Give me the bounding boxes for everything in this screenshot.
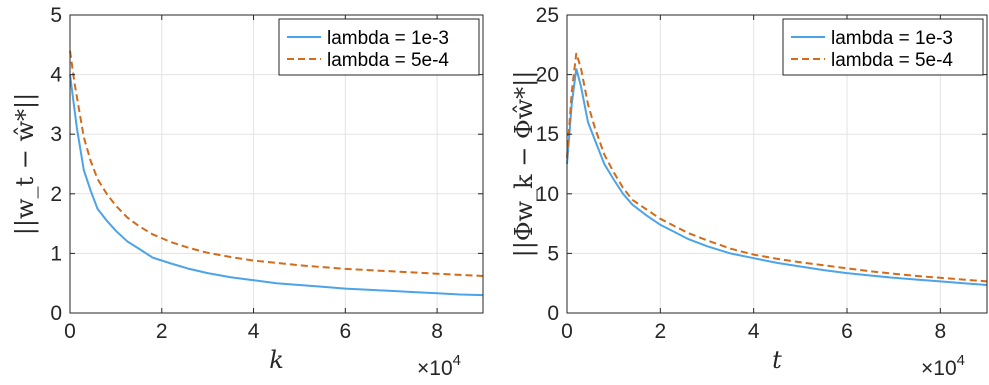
right-series	[566, 52, 988, 286]
right-y-tick-label: 15	[536, 123, 559, 146]
left-y-axis-label: ||w_t − ŵ*||	[11, 93, 40, 235]
left-legend-box	[278, 18, 480, 76]
right-series-line-1	[566, 52, 988, 283]
right-legend-box	[782, 18, 984, 76]
right-legend-label-1: lambda = 5e-4	[831, 50, 953, 71]
right-x-multiplier: ×104	[921, 352, 965, 380]
left-y-tick-label: 1	[50, 242, 62, 265]
left-x-multiplier-exponent: 4	[453, 352, 461, 369]
left-series	[69, 50, 484, 297]
right-x-tick-label: 6	[841, 320, 853, 343]
left-x-axis-label: k	[269, 346, 284, 374]
right-x-multiplier-exponent: 4	[957, 352, 965, 369]
right-y-tick-label: 25	[536, 4, 559, 27]
left-x-tick-label: 4	[248, 320, 260, 343]
left-ticks: 0 2 4 6 8 0 1 2 3 4 5	[50, 4, 483, 343]
left-y-tick-label: 4	[50, 64, 62, 87]
left-y-tick-label: 0	[50, 302, 62, 325]
left-x-tick-label: 0	[64, 320, 76, 343]
right-y-tick-label: 0	[547, 302, 559, 325]
left-axes-frame	[69, 14, 484, 314]
left-x-tick-label: 2	[156, 320, 168, 343]
right-x-tick-label: 2	[654, 320, 666, 343]
right-y-tick-label: 10	[536, 183, 559, 206]
right-axes-frame	[566, 14, 988, 314]
left-x-multiplier: ×104	[417, 352, 461, 380]
right-x-tick-label: 0	[561, 320, 573, 343]
right-y-tick-label: 5	[547, 242, 559, 265]
right-series-line-0	[566, 68, 988, 286]
left-y-tick-label: 3	[50, 123, 62, 146]
right-legend-label-0: lambda = 1e-3	[831, 28, 953, 49]
left-legend-label-0: lambda = 1e-3	[327, 28, 449, 49]
left-y-tick-label: 2	[50, 183, 62, 206]
right-x-axis-label: t	[772, 346, 782, 374]
left-series-line-0	[69, 74, 484, 297]
left-legend-label-1: lambda = 5e-4	[327, 50, 449, 71]
left-series-line-1	[69, 50, 484, 277]
left-x-tick-label: 6	[339, 320, 351, 343]
right-grid	[567, 15, 987, 313]
right-ticks: 0 2 4 6 8 0 5 10 15 20 25	[536, 4, 987, 343]
left-x-tick-label: 8	[431, 320, 443, 343]
right-x-tick-label: 4	[748, 320, 760, 343]
right-x-tick-label: 8	[934, 320, 946, 343]
right-y-tick-label: 20	[536, 64, 559, 87]
right-y-axis-label: ||Φw_k − Φŵ*||	[510, 71, 539, 258]
left-y-tick-label: 5	[50, 4, 62, 27]
